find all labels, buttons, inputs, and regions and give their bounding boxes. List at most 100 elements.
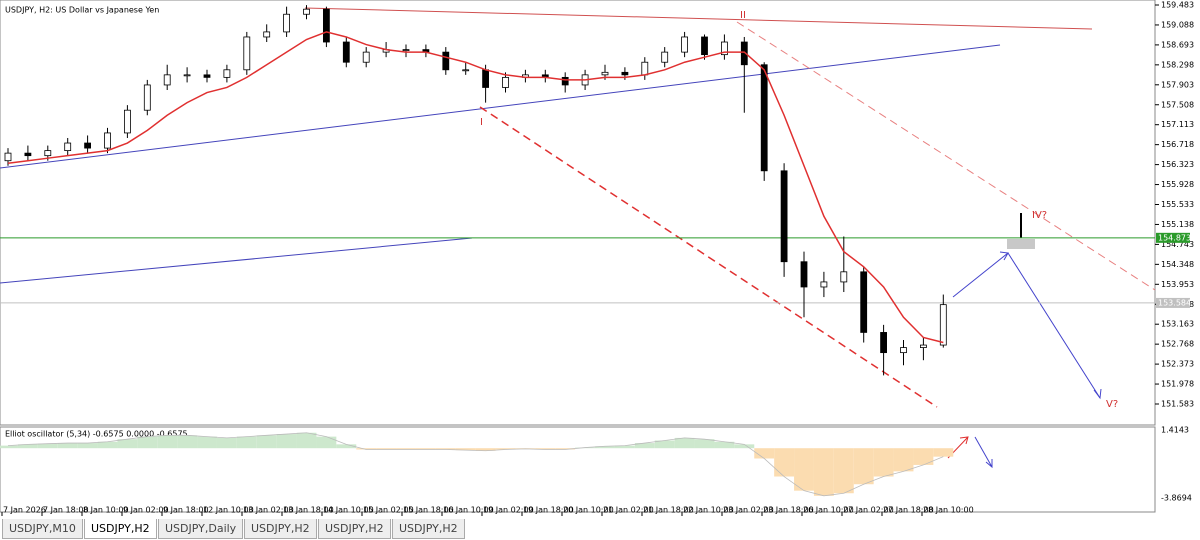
candle-body bbox=[24, 152, 32, 157]
y-tick-label: 159.483 bbox=[1161, 1, 1194, 10]
osc-tick-label: -3.8694 bbox=[1161, 494, 1192, 503]
osc-bar bbox=[157, 435, 178, 449]
osc-bar bbox=[97, 441, 118, 449]
x-tick-label: 23 Jan 18:00 bbox=[763, 506, 814, 515]
x-tick-label: 9 Jan 18:00 bbox=[163, 506, 209, 515]
x-tick-label: 20 Jan 10:00 bbox=[563, 506, 614, 515]
candle-body bbox=[840, 271, 848, 283]
osc-bar bbox=[256, 435, 277, 449]
trend-line bbox=[0, 237, 473, 284]
osc-bar bbox=[296, 432, 317, 449]
osc-bar bbox=[475, 448, 496, 451]
x-tick-label: 27 Jan 18:00 bbox=[883, 506, 934, 515]
y-tick-label: 157.113 bbox=[1161, 120, 1194, 129]
trend-line bbox=[304, 7, 1093, 30]
y-tick-label: 152.373 bbox=[1161, 360, 1194, 369]
x-tick-label: 13 Jan 18:00 bbox=[283, 506, 334, 515]
candle-body bbox=[880, 332, 887, 354]
osc-bar bbox=[316, 436, 337, 449]
candle-body bbox=[701, 36, 708, 56]
candle-body bbox=[203, 74, 211, 78]
y-tick-label: 156.718 bbox=[1161, 140, 1194, 149]
osc-bar bbox=[356, 448, 377, 450]
y-tick-label: 151.583 bbox=[1161, 400, 1194, 409]
chart-tab[interactable]: USDJPY,M10 bbox=[2, 519, 83, 539]
candle-body bbox=[462, 69, 470, 72]
osc-bar bbox=[873, 448, 894, 477]
candle-body bbox=[342, 41, 350, 63]
y-tick-label: 152.768 bbox=[1161, 340, 1194, 349]
osc-tick-label: 1.4143 bbox=[1161, 426, 1189, 435]
candle-body bbox=[780, 170, 788, 263]
osc-bar bbox=[813, 448, 834, 496]
osc-bar bbox=[57, 443, 78, 449]
x-tick-label: 22 Jan 10:00 bbox=[683, 506, 734, 515]
osc-bar bbox=[634, 443, 655, 449]
osc-bar bbox=[37, 443, 58, 449]
osc-bar bbox=[0, 445, 18, 449]
osc-bar bbox=[336, 444, 357, 449]
y-tick-label: 153.163 bbox=[1161, 320, 1194, 329]
x-tick-label: 19 Jan 18:00 bbox=[523, 506, 574, 515]
channel-line bbox=[736, 21, 1156, 291]
osc-bar bbox=[396, 448, 416, 450]
chart-tab[interactable]: USDJPY,H2 bbox=[84, 519, 157, 539]
candle-body bbox=[561, 76, 569, 86]
osc-bar bbox=[197, 436, 217, 449]
osc-bar bbox=[77, 443, 98, 449]
x-tick-label: 7 Jan 18:00 bbox=[43, 506, 89, 515]
osc-bar bbox=[216, 437, 237, 449]
chart-tab[interactable]: USDJPY,H2 bbox=[318, 519, 391, 539]
candle-body bbox=[223, 69, 231, 78]
price-label: 153.584 bbox=[1158, 298, 1191, 307]
y-tick-label: 158.298 bbox=[1161, 60, 1194, 69]
y-tick-label: 155.533 bbox=[1161, 200, 1194, 209]
candle-body bbox=[143, 84, 151, 111]
y-tick-label: 153.953 bbox=[1161, 280, 1194, 289]
y-tick-label: 157.508 bbox=[1161, 100, 1194, 109]
osc-bar bbox=[137, 436, 158, 449]
candle-body bbox=[303, 8, 310, 15]
channel-line bbox=[479, 106, 938, 408]
x-tick-label: 28 Jan 10:00 bbox=[923, 506, 974, 515]
y-tick-label: 157.903 bbox=[1161, 80, 1194, 89]
osc-bar bbox=[794, 448, 814, 491]
candle-body bbox=[64, 142, 72, 152]
candle-body bbox=[721, 41, 728, 56]
candle-body bbox=[601, 71, 609, 76]
candle-body bbox=[661, 51, 669, 63]
x-tick-label: 15 Jan 18:00 bbox=[403, 506, 454, 515]
candle-body bbox=[402, 49, 410, 51]
osc-bar bbox=[754, 448, 775, 459]
chart-tab[interactable]: USDJPY,H2 bbox=[244, 519, 317, 539]
arrow-head bbox=[999, 251, 1102, 400]
candle-body bbox=[482, 69, 490, 88]
chart-tab[interactable]: USDJPY,Daily bbox=[158, 519, 244, 539]
osc-bar bbox=[117, 439, 138, 449]
y-tick-label: 154.743 bbox=[1161, 240, 1194, 249]
candle-body bbox=[4, 152, 12, 162]
osc-bar bbox=[455, 448, 476, 451]
wave-label: II bbox=[740, 10, 746, 21]
candle-body bbox=[800, 261, 808, 288]
osc-bar bbox=[376, 448, 397, 450]
y-tick-label: 158.693 bbox=[1161, 40, 1194, 49]
osc-bar bbox=[595, 446, 615, 449]
y-tick-label: 154.348 bbox=[1161, 260, 1194, 269]
osc-line bbox=[7, 432, 944, 497]
osc-bar bbox=[614, 445, 635, 449]
osc-bar bbox=[674, 437, 695, 449]
candle-body bbox=[920, 344, 927, 348]
x-tick-label: 8 Jan 10:00 bbox=[83, 506, 129, 515]
candle-body bbox=[502, 76, 509, 88]
x-tick-label: 12 Jan 10:00 bbox=[203, 506, 254, 515]
x-tick-label: 7 Jan 2026 bbox=[3, 506, 46, 515]
candle-body bbox=[681, 36, 688, 53]
x-tick-label: 26 Jan 10:00 bbox=[803, 506, 854, 515]
oscillator-title: Elliot oscillator (5,34) -0.6575 0.0000 … bbox=[5, 430, 188, 439]
osc-bar bbox=[415, 448, 436, 450]
chart-tab[interactable]: USDJPY,H2 bbox=[392, 519, 465, 539]
candle-body bbox=[163, 74, 171, 86]
candle-body bbox=[84, 142, 91, 149]
